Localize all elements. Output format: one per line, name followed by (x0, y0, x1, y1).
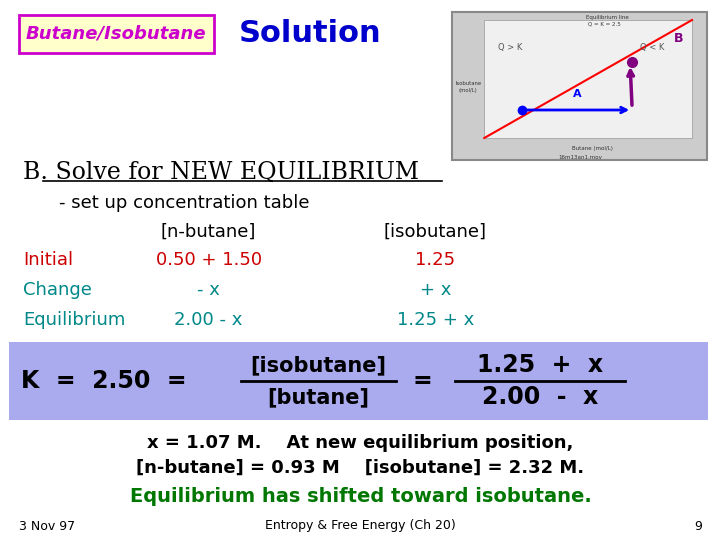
Text: Q < K: Q < K (640, 43, 665, 52)
Text: - x: - x (197, 281, 220, 299)
Text: [butane]: [butane] (267, 387, 369, 407)
Text: 0.50 + 1.50: 0.50 + 1.50 (156, 251, 261, 269)
Text: [isobutane]: [isobutane] (251, 355, 387, 375)
Text: [n-butane]: [n-butane] (161, 223, 256, 241)
Text: B: B (675, 32, 684, 45)
Text: Equilibrium has shifted toward isobutane.: Equilibrium has shifted toward isobutane… (130, 487, 591, 505)
Text: Q = K = 2.5: Q = K = 2.5 (588, 21, 621, 26)
Text: 1.25 + x: 1.25 + x (397, 311, 474, 329)
Text: [n-butane] = 0.93 M    [isobutane] = 2.32 M.: [n-butane] = 0.93 M [isobutane] = 2.32 M… (136, 459, 585, 477)
Text: Butane/Isobutane: Butane/Isobutane (26, 25, 207, 43)
Text: Solution: Solution (239, 19, 382, 49)
Text: Initial: Initial (23, 251, 73, 269)
Text: Entropy & Free Energy (Ch 20): Entropy & Free Energy (Ch 20) (265, 519, 456, 532)
Text: B. Solve for NEW EQUILIBRIUM: B. Solve for NEW EQUILIBRIUM (23, 160, 419, 184)
FancyBboxPatch shape (9, 342, 708, 420)
Text: Butane (mol/L): Butane (mol/L) (572, 146, 613, 151)
Text: Change: Change (23, 281, 91, 299)
Text: 2.00 - x: 2.00 - x (174, 311, 243, 329)
Text: x = 1.07 M.    At new equilibrium position,: x = 1.07 M. At new equilibrium position, (147, 434, 574, 452)
Text: [isobutane]: [isobutane] (384, 223, 487, 241)
Text: A: A (573, 89, 582, 99)
Text: Equilibrium: Equilibrium (23, 311, 125, 329)
FancyBboxPatch shape (19, 15, 214, 53)
Text: K  =  2.50  =: K = 2.50 = (21, 369, 186, 393)
Text: 2.00  -  x: 2.00 - x (482, 385, 598, 409)
Text: Q > K: Q > K (498, 43, 523, 52)
FancyBboxPatch shape (485, 20, 692, 138)
Text: 1.25: 1.25 (415, 251, 455, 269)
Text: 1.25  +  x: 1.25 + x (477, 353, 603, 377)
Text: + x: + x (420, 281, 451, 299)
Text: - set up concentration table: - set up concentration table (59, 194, 309, 212)
Text: Equilibrium line: Equilibrium line (586, 15, 629, 20)
Text: 3 Nov 97: 3 Nov 97 (19, 519, 75, 532)
Text: Isobutane
(mol/L): Isobutane (mol/L) (455, 82, 482, 92)
FancyBboxPatch shape (452, 12, 707, 160)
Text: =: = (413, 369, 432, 393)
Text: 9: 9 (694, 519, 702, 532)
Text: 16m13an1.mov: 16m13an1.mov (558, 155, 602, 160)
